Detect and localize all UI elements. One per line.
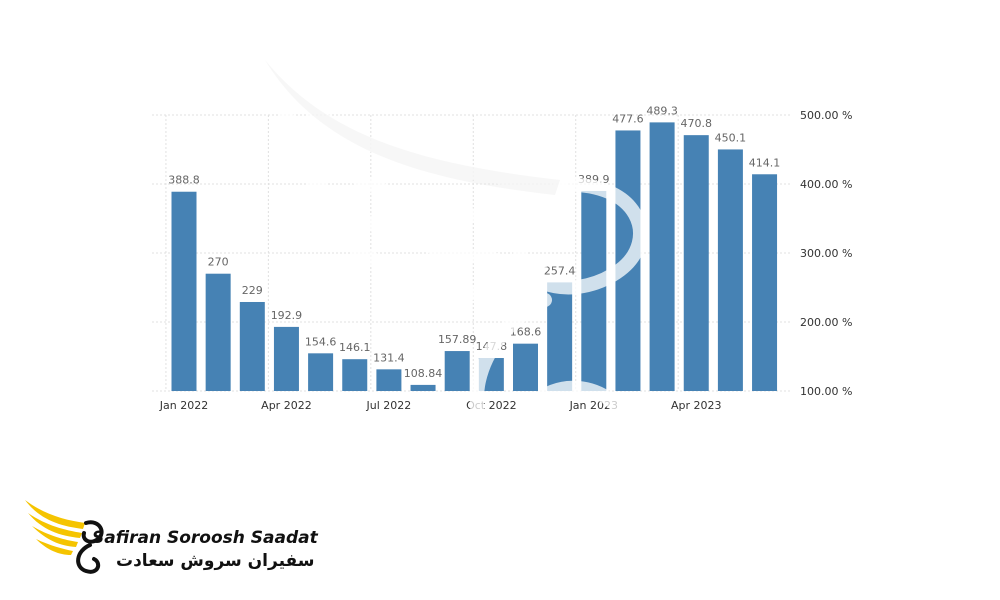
- bar: [205, 273, 231, 391]
- bar: [478, 358, 504, 391]
- bar-value-label: 477.6: [612, 112, 644, 125]
- company-logo: Safiran Soroosh Saadat سفیران سروش سعادت: [20, 495, 318, 585]
- bar: [342, 359, 368, 391]
- bar-value-label: 157.89: [438, 333, 477, 346]
- bar-value-label: 257.4: [544, 264, 576, 277]
- bar: [581, 190, 607, 391]
- bar: [513, 343, 538, 391]
- x-tick-label: Jan 2022: [159, 399, 208, 412]
- y-axis-ticks: 100.00 % 200.00 % 300.00 % 400.00 % 500.00 %: [800, 109, 852, 398]
- bar: [649, 122, 675, 392]
- bar: [273, 326, 299, 391]
- bar-value-label: 450.1: [715, 131, 747, 144]
- bar-value-label: 270: [208, 256, 229, 269]
- bar: [717, 149, 743, 391]
- x-tick-label: Apr 2022: [261, 399, 312, 412]
- bar: [752, 174, 778, 391]
- bar: [376, 369, 402, 391]
- bar-value-label: 229: [242, 284, 263, 297]
- logo-name-fa: سفیران سروش سعادت: [116, 551, 315, 571]
- bar-value-label: 389.9: [578, 173, 610, 186]
- x-tick-label: Jul 2022: [366, 399, 412, 412]
- wing-logo-icon: [25, 500, 104, 574]
- bar-value-label: 146.1: [339, 341, 371, 354]
- y-tick-label: 400.00 %: [800, 178, 852, 191]
- bar-value-label: 489.3: [646, 104, 678, 117]
- bar: [547, 282, 573, 391]
- bar-value-label: 388.8: [168, 174, 200, 187]
- bar: [615, 130, 641, 391]
- bar-value-label: 470.8: [681, 117, 713, 130]
- bar-value-label: 414.1: [749, 156, 781, 169]
- x-tick-label: Jan 2023: [569, 399, 618, 412]
- bar: [683, 135, 709, 391]
- bar-value-label: 168.6: [510, 326, 542, 339]
- x-axis-ticks: Jan 2022 Apr 2022 Jul 2022 Oct 2022 Jan 2023…: [159, 399, 722, 412]
- y-tick-label: 300.00 %: [800, 247, 852, 260]
- x-tick-label: Apr 2023: [671, 399, 722, 412]
- bar-value-label: 147.8: [476, 340, 508, 353]
- bars: [171, 122, 778, 392]
- logo-name-en: Safiran Soroosh Saadat: [92, 528, 318, 548]
- y-tick-label: 100.00 %: [800, 385, 852, 398]
- y-tick-label: 500.00 %: [800, 109, 852, 122]
- y-tick-label: 200.00 %: [800, 316, 852, 329]
- bar: [444, 351, 470, 391]
- bar: [239, 301, 265, 391]
- bar-value-label: 108.84: [404, 367, 443, 380]
- bar: [308, 353, 334, 391]
- bar-value-label: 192.9: [271, 309, 303, 322]
- bar: [410, 384, 436, 391]
- bar-value-label: 131.4: [373, 351, 405, 364]
- bar: [171, 191, 197, 391]
- x-tick-label: Oct 2022: [466, 399, 517, 412]
- bar-value-label: 154.6: [305, 335, 337, 348]
